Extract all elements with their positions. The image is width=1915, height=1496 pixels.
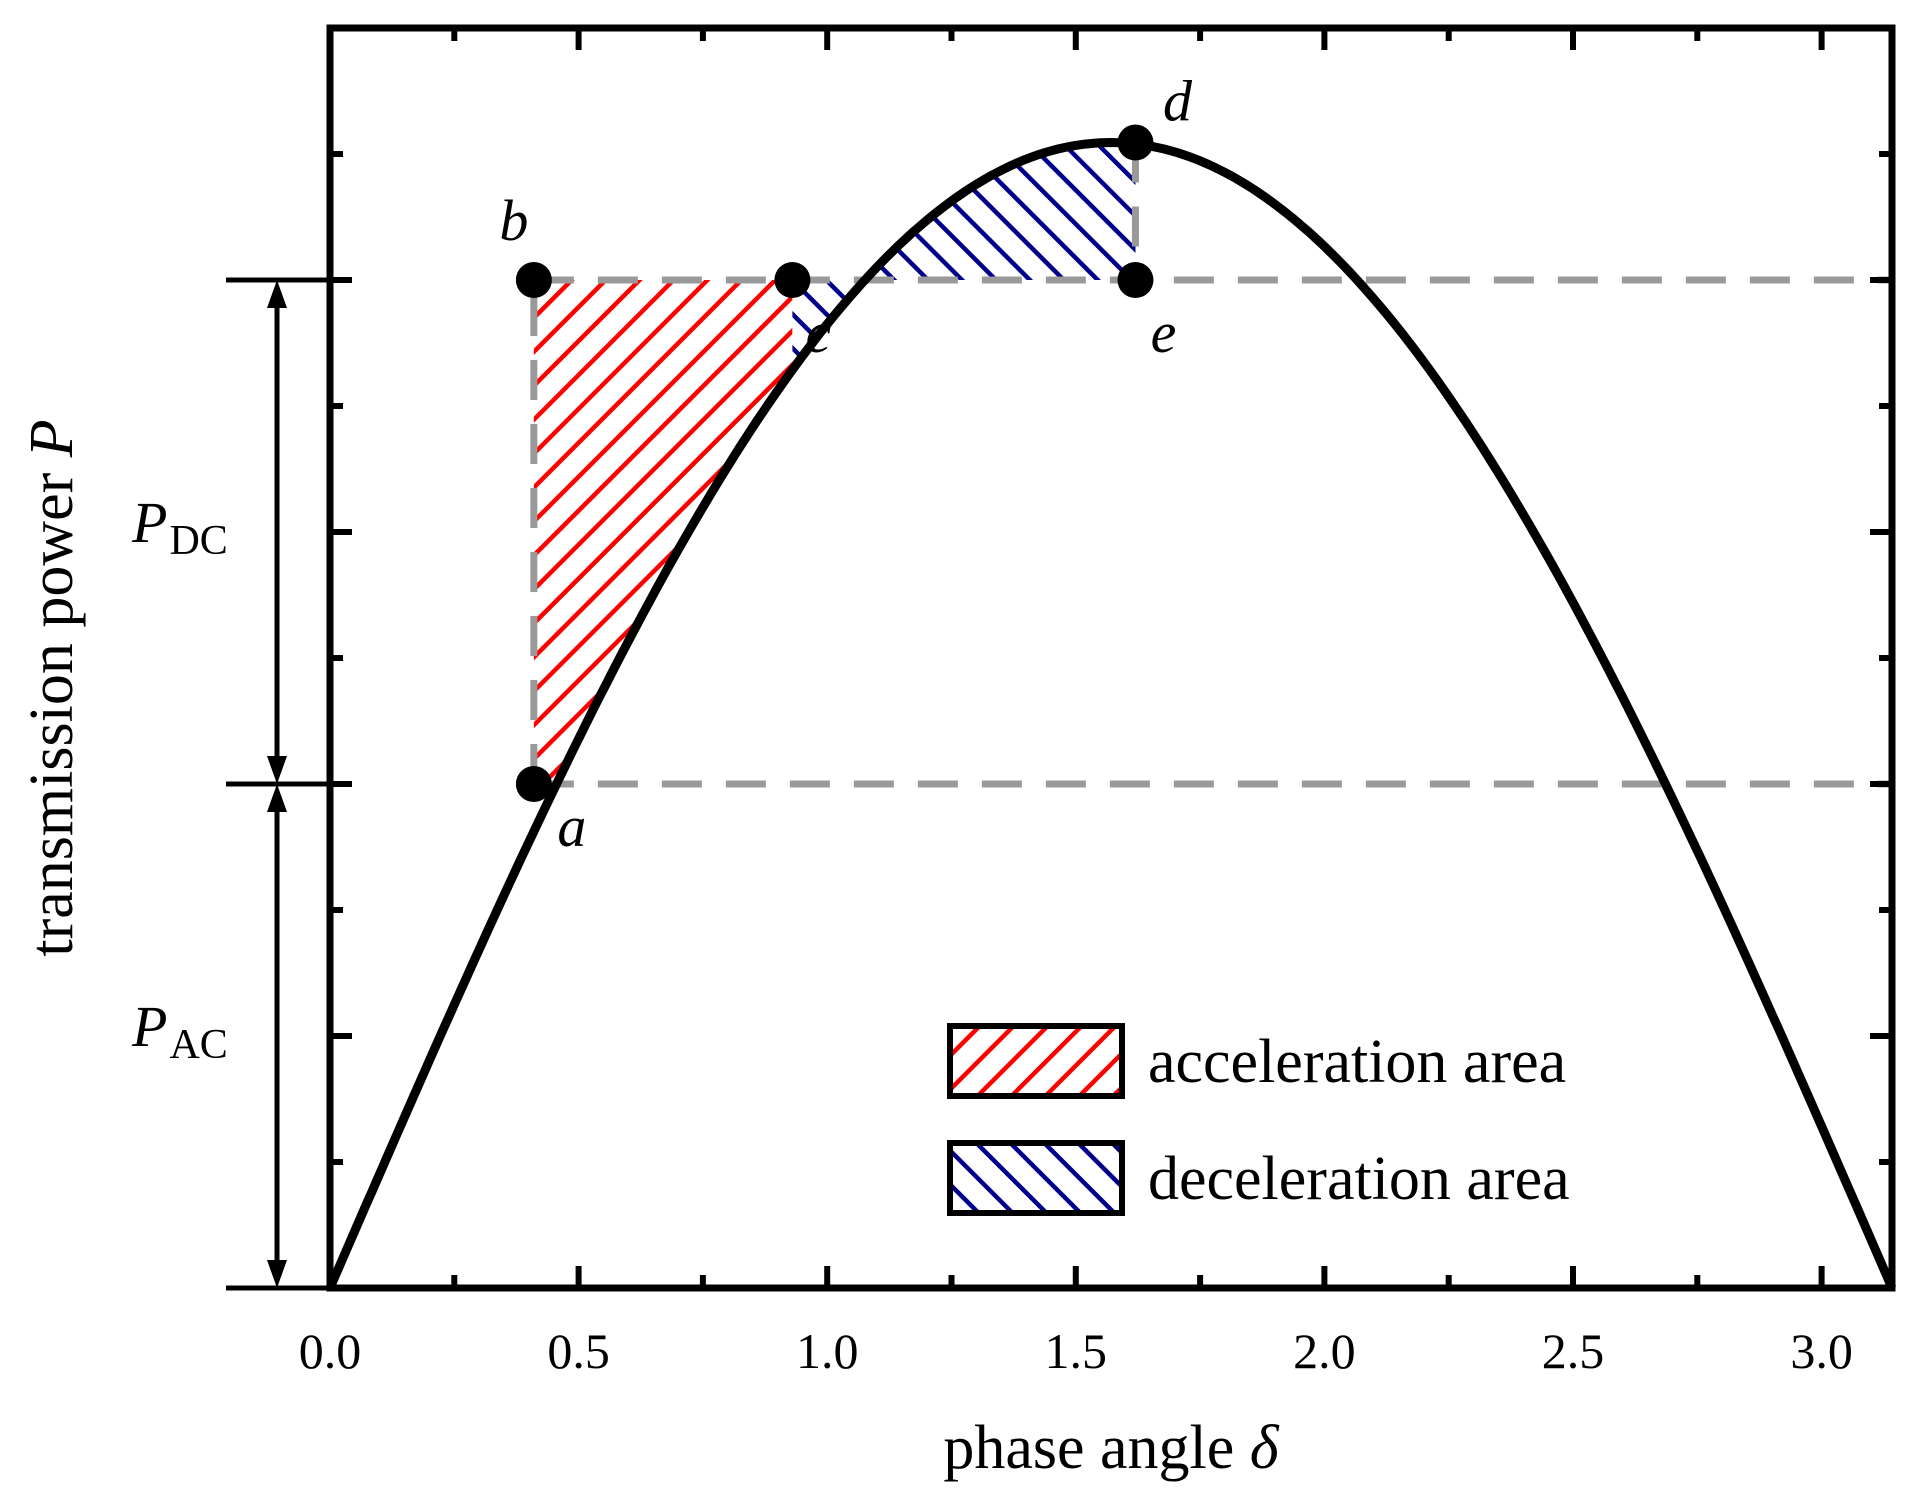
axis-ticks bbox=[327, 25, 1892, 1291]
ac-arrow-head bbox=[267, 784, 287, 812]
operating-points bbox=[515, 124, 1154, 802]
point-label-b: b bbox=[499, 188, 528, 253]
dc-arrow-head bbox=[267, 756, 287, 784]
legend-swatch-deceleration bbox=[947, 1140, 1125, 1216]
x-tick-label: 0.5 bbox=[547, 1323, 610, 1379]
power-angle-curve bbox=[325, 137, 1897, 1290]
legend-swatch-acceleration bbox=[947, 1023, 1125, 1099]
x-tick-label: 0.0 bbox=[299, 1323, 362, 1379]
dc-arrow-head bbox=[267, 280, 287, 308]
x-tick-label: 1.0 bbox=[796, 1323, 859, 1379]
point-c bbox=[774, 262, 811, 298]
point-label-e: e bbox=[1151, 300, 1177, 365]
ac-arrow-head bbox=[267, 1260, 287, 1288]
point-label-d: d bbox=[1163, 69, 1193, 134]
p-dc-label: PDC bbox=[131, 490, 228, 564]
power-bracket bbox=[226, 277, 330, 1291]
x-axis-title: phase angle δ bbox=[943, 1414, 1279, 1482]
p-ac-label: PAC bbox=[131, 994, 228, 1068]
legend-label-deceleration: deceleration area bbox=[1148, 1145, 1570, 1213]
point-d bbox=[1117, 124, 1154, 161]
legend: acceleration area deceleration area bbox=[947, 1023, 1570, 1216]
point-b bbox=[515, 262, 552, 298]
x-tick-label: 2.0 bbox=[1293, 1323, 1356, 1379]
x-tick-label: 3.0 bbox=[1790, 1323, 1853, 1379]
y-axis-title: transmission power P bbox=[18, 419, 86, 956]
x-tick-labels: 0.0 0.5 1.0 1.5 2.0 2.5 3.0 bbox=[299, 1323, 1853, 1379]
x-tick-label: 1.5 bbox=[1045, 1323, 1108, 1379]
x-tick-label: 2.5 bbox=[1542, 1323, 1605, 1379]
point-a bbox=[515, 766, 552, 802]
deceleration-area-fill bbox=[792, 142, 1136, 370]
point-e bbox=[1117, 262, 1154, 298]
legend-label-acceleration: acceleration area bbox=[1148, 1028, 1566, 1096]
point-label-a: a bbox=[557, 794, 586, 859]
point-label-c: c bbox=[806, 300, 832, 365]
point-labels: a b c d e bbox=[499, 69, 1193, 859]
